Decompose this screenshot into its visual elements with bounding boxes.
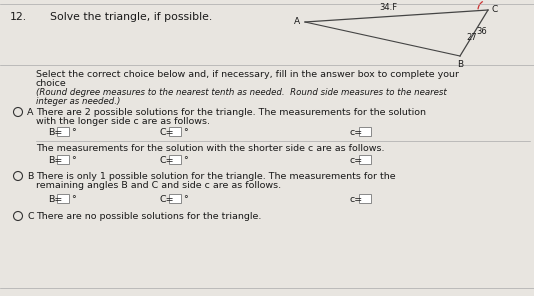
Text: 36: 36 — [476, 27, 487, 36]
Text: °: ° — [183, 156, 188, 165]
Text: c=: c= — [350, 128, 363, 137]
Text: °: ° — [71, 128, 76, 137]
Text: B: B — [27, 172, 33, 181]
Bar — [359, 127, 371, 136]
Bar — [359, 155, 371, 164]
Text: B=: B= — [48, 156, 62, 165]
Bar — [169, 194, 181, 203]
Text: B=: B= — [48, 128, 62, 137]
Text: Select the correct choice below and, if necessary, fill in the answer box to com: Select the correct choice below and, if … — [36, 70, 459, 79]
Text: °: ° — [183, 128, 188, 137]
Text: Solve the triangle, if possible.: Solve the triangle, if possible. — [50, 12, 212, 22]
Bar — [169, 155, 181, 164]
Text: The measurements for the solution with the shorter side c are as follows.: The measurements for the solution with t… — [36, 144, 384, 153]
Text: There are no possible solutions for the triangle.: There are no possible solutions for the … — [36, 212, 261, 221]
Text: C: C — [492, 4, 498, 14]
Text: C=: C= — [160, 128, 175, 137]
Text: 27: 27 — [466, 33, 477, 41]
Text: A: A — [294, 17, 300, 27]
Text: °: ° — [71, 195, 76, 204]
Text: integer as needed.): integer as needed.) — [36, 97, 120, 106]
Bar — [57, 194, 69, 203]
Text: C=: C= — [160, 156, 175, 165]
Text: with the longer side c are as follows.: with the longer side c are as follows. — [36, 117, 210, 126]
Text: C: C — [27, 212, 34, 221]
Text: There are 2 possible solutions for the triangle. The measurements for the soluti: There are 2 possible solutions for the t… — [36, 108, 426, 117]
Text: c=: c= — [350, 156, 363, 165]
Text: There is only 1 possible solution for the triangle. The measurements for the: There is only 1 possible solution for th… — [36, 172, 396, 181]
Text: (Round degree measures to the nearest tenth as needed.  Round side measures to t: (Round degree measures to the nearest te… — [36, 88, 447, 97]
Text: 12.: 12. — [10, 12, 27, 22]
Text: c=: c= — [350, 195, 363, 204]
Text: A: A — [27, 108, 34, 117]
Text: 34.F: 34.F — [380, 3, 397, 12]
Text: C=: C= — [160, 195, 175, 204]
Text: choice: choice — [36, 79, 67, 88]
Bar — [169, 127, 181, 136]
Text: B=: B= — [48, 195, 62, 204]
Text: °: ° — [183, 195, 188, 204]
Text: °: ° — [71, 156, 76, 165]
Bar — [57, 155, 69, 164]
Text: remaining angles B and C and side c are as follows.: remaining angles B and C and side c are … — [36, 181, 281, 190]
Bar — [359, 194, 371, 203]
Text: B: B — [457, 60, 463, 69]
Bar — [57, 127, 69, 136]
